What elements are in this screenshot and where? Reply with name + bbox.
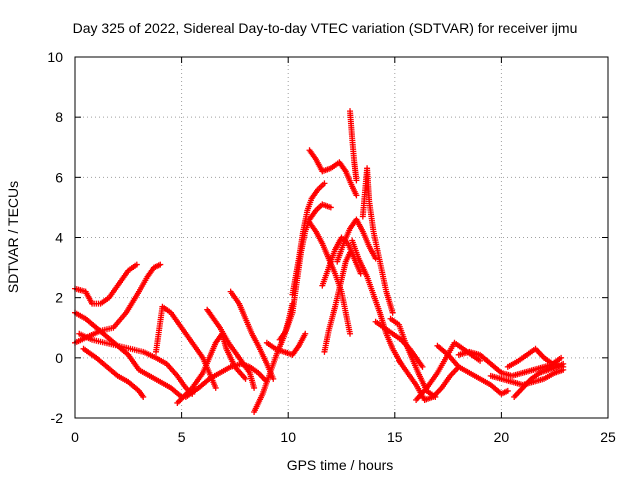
data-point	[270, 375, 277, 382]
y-tick-label: 2	[55, 290, 63, 306]
y-axis-label: SDTVAR / TECUs	[5, 181, 21, 293]
data-point	[419, 363, 426, 370]
data-point	[302, 330, 309, 337]
y-tick-label: 6	[55, 169, 63, 185]
data-point	[347, 249, 354, 256]
data-point	[560, 360, 567, 367]
x-tick-label: 5	[178, 429, 186, 445]
data-point	[389, 309, 396, 316]
data-point	[353, 192, 360, 199]
data-point	[504, 387, 511, 394]
data-point	[353, 177, 360, 184]
data-point	[558, 354, 565, 361]
data-point	[560, 366, 567, 373]
y-tick-label: 10	[47, 49, 63, 65]
grid-layer	[75, 57, 608, 418]
y-tick-label: 8	[55, 109, 63, 125]
x-tick-label: 25	[600, 429, 616, 445]
data-point	[477, 357, 484, 364]
chart-title: Day 325 of 2022, Sidereal Day-to-day VTE…	[73, 20, 578, 36]
data-point	[347, 330, 354, 337]
data-point	[372, 255, 379, 262]
x-axis-label: GPS time / hours	[287, 457, 394, 473]
data-layer	[72, 108, 567, 415]
data-point	[212, 384, 219, 391]
data-point	[133, 261, 140, 268]
data-point	[327, 204, 334, 211]
data-point	[251, 384, 258, 391]
x-tick-label: 10	[280, 429, 296, 445]
x-tick-label: 15	[387, 429, 403, 445]
data-point	[140, 393, 147, 400]
x-tick-label: 20	[494, 429, 510, 445]
x-tick-label: 0	[71, 429, 79, 445]
tick-layer: 0 5 10 15 20 25 -2 0 2 4 6 8 10	[47, 49, 616, 445]
y-tick-label: 4	[55, 230, 63, 246]
data-point	[242, 375, 249, 382]
y-tick-label: -2	[51, 410, 64, 426]
data-point	[321, 180, 328, 187]
data-point	[157, 261, 164, 268]
y-tick-label: 0	[55, 350, 63, 366]
